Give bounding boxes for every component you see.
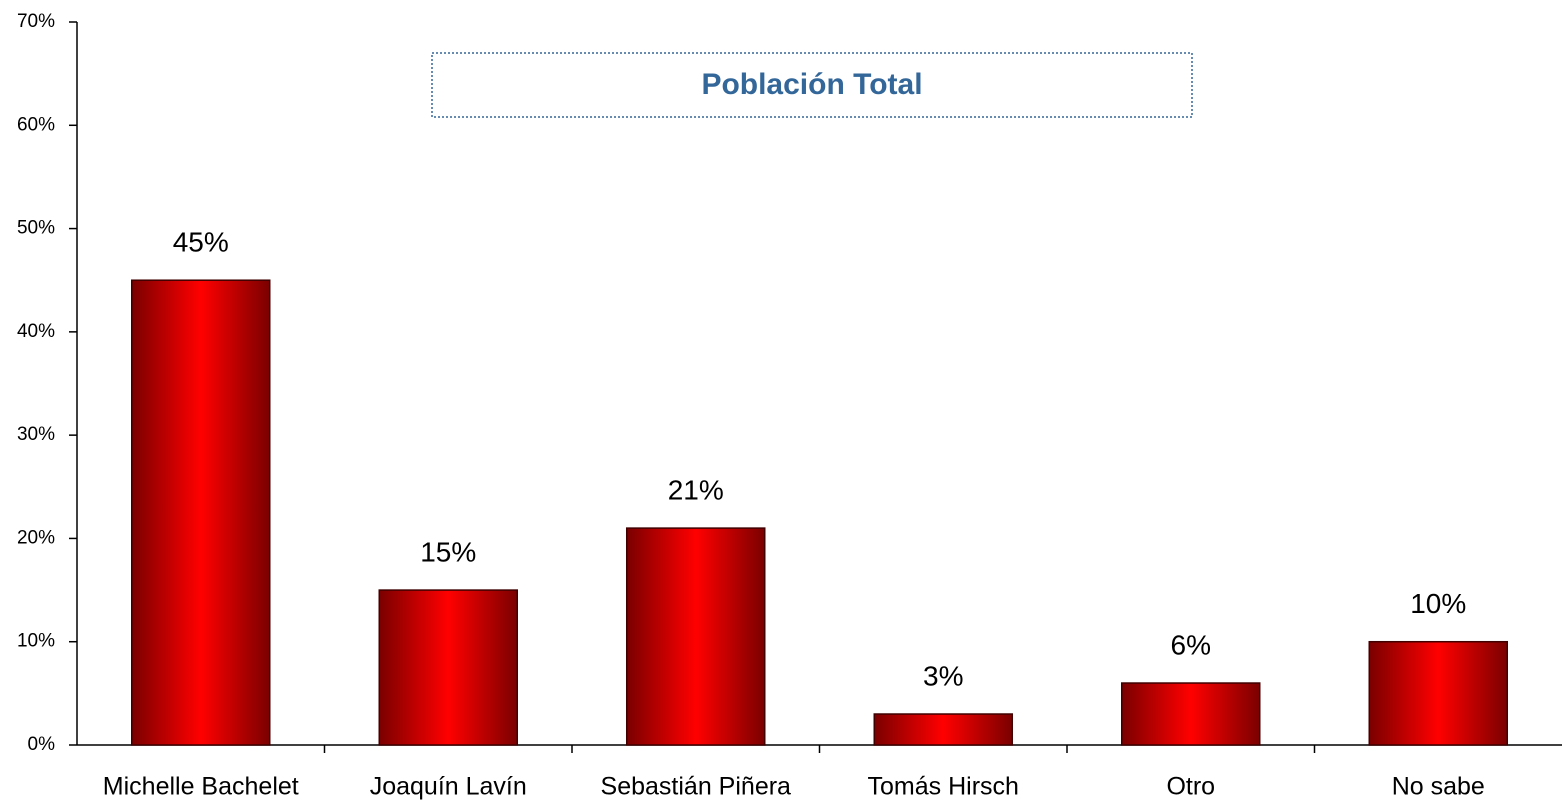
x-tick-label: Tomás Hirsch — [868, 773, 1019, 801]
bar — [873, 713, 1013, 746]
x-tick-label: No sabe — [1392, 773, 1485, 801]
value-label: 3% — [923, 660, 963, 691]
y-tick-label: 0% — [28, 734, 56, 755]
x-tick-label: Joaquín Lavín — [370, 773, 527, 801]
x-tick-label: Otro — [1166, 773, 1215, 801]
bar — [626, 527, 766, 746]
y-tick-label: 20% — [17, 527, 55, 548]
bar — [378, 589, 518, 746]
y-tick-label: 50% — [17, 218, 55, 239]
value-label: 15% — [420, 536, 476, 567]
y-tick-label: 70% — [17, 11, 55, 32]
value-label: 10% — [1410, 588, 1466, 619]
title-box — [431, 52, 1193, 118]
x-tick-label: Sebastián Piñera — [601, 773, 792, 801]
y-tick-label: 10% — [17, 631, 55, 652]
value-label: 45% — [173, 227, 229, 258]
chart-title: Población Total — [701, 68, 922, 101]
value-label: 21% — [668, 474, 724, 505]
bar — [131, 279, 271, 746]
y-tick-label: 60% — [17, 114, 55, 135]
y-tick-label: 40% — [17, 321, 55, 342]
y-tick-label: 30% — [17, 424, 55, 445]
bar — [1368, 640, 1508, 746]
value-label: 6% — [1171, 629, 1211, 660]
x-tick-label: Michelle Bachelet — [103, 773, 299, 801]
bar — [1121, 682, 1261, 746]
